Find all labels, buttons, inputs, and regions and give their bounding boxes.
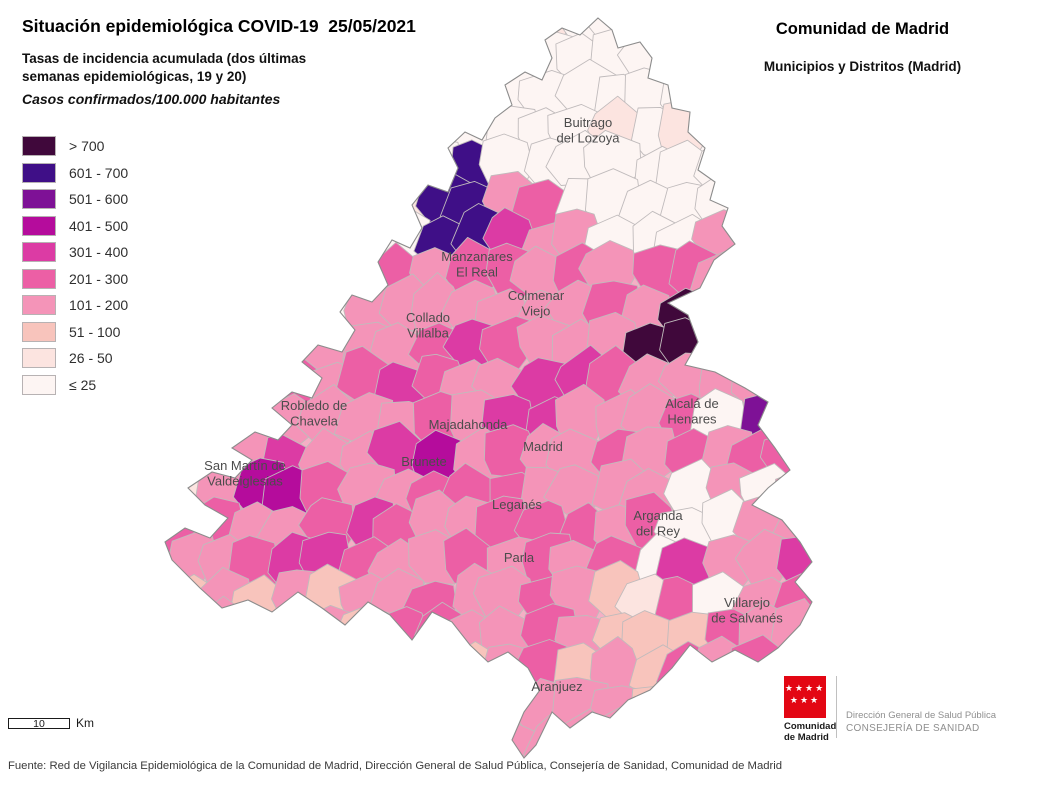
legend-label: 51 - 100 — [69, 323, 121, 340]
legend-label: 301 - 400 — [69, 244, 129, 260]
legend-item: 301 - 400 — [22, 242, 128, 262]
map-label: Madrid — [523, 439, 563, 454]
subtitle-line-1: Tasas de incidencia acumulada (dos últim… — [22, 51, 307, 66]
scale-bar-unit: Km — [76, 716, 94, 730]
legend-swatch — [22, 162, 56, 183]
scale-bar: 10 Km — [8, 716, 94, 730]
logo-department-line-1: Dirección General de Salud Pública — [846, 710, 996, 721]
flag-stars-row-1: ★★★★ — [784, 683, 826, 693]
legend-label: 201 - 300 — [69, 270, 129, 287]
map-label: Parla — [504, 550, 535, 565]
scale-bar-box: 10 — [8, 717, 70, 729]
logo-divider — [836, 676, 837, 738]
logo-org-name: Comunidad de Madrid — [784, 721, 837, 743]
map-label: Alcalá de Henares — [665, 396, 718, 427]
legend-item: 101 - 200 — [22, 295, 128, 315]
map-label: San Martín de Valdeiglesias — [204, 458, 286, 489]
legend: > 700 601 - 700 501 - 600 401 - 500 301 - 40… — [22, 136, 128, 401]
legend-swatch — [22, 321, 56, 342]
legend-label: 401 - 500 — [69, 217, 129, 234]
legend-item: 201 - 300 — [22, 268, 129, 289]
subtitle-line-2: semanas epidemiológicas, 19 y 20) — [22, 69, 247, 84]
map-label: Collado Villalba — [406, 310, 450, 341]
flag-stars-row-2: ★★★ — [789, 695, 821, 705]
region-subtitle: Municipios y Distritos (Madrid) — [763, 59, 962, 74]
municipality-cells — [165, 18, 812, 758]
map-label: Villarejo de Salvanés — [711, 595, 783, 626]
map-label: Aranjuez — [531, 679, 582, 694]
comunidad-de-madrid-logo: ★★★★ ★★★ Comunidad de Madrid Dirección G… — [784, 674, 1046, 742]
legend-item: 601 - 700 — [22, 162, 129, 183]
legend-item: 51 - 100 — [22, 321, 128, 342]
legend-swatch — [22, 348, 56, 368]
map-label: Majadahonda — [429, 417, 509, 432]
legend-swatch — [22, 374, 56, 395]
legend-label: 101 - 200 — [69, 297, 129, 313]
map-label: Manzanares El Real — [441, 249, 513, 280]
region-outline — [164, 17, 813, 759]
legend-swatch — [22, 215, 56, 236]
source-note: Fuente: Red de Vigilancia Epidemiológica… — [8, 760, 783, 772]
legend-swatch — [22, 295, 56, 315]
madrid-flag-icon: ★★★★ ★★★ — [784, 676, 826, 718]
map-label: Brunete — [401, 454, 447, 469]
legend-label: 501 - 600 — [69, 191, 129, 207]
logo-department-line-2: CONSEJERÍA DE SANIDAD — [846, 723, 980, 734]
map-label: Robledo de Chavela — [281, 398, 348, 429]
map-labels: Buitrago del Lozoya Manzanares El Real Colme… — [204, 115, 783, 694]
legend-item: 501 - 600 — [22, 189, 128, 209]
legend-item: > 700 — [22, 136, 128, 156]
logo-org-line-2: de Madrid — [784, 731, 829, 743]
legend-swatch — [22, 136, 56, 156]
map-label: Arganda del Rey — [633, 508, 683, 539]
legend-label: ≤ 25 — [69, 376, 97, 393]
page-subtitle: Tasas de incidencia acumulada (dos últim… — [22, 50, 306, 86]
legend-label: 26 - 50 — [69, 350, 113, 366]
legend-item: 401 - 500 — [22, 215, 129, 236]
region-header: Comunidad de Madrid Municipios y Distrit… — [690, 20, 1035, 74]
logo-org-line-1: Comunidad — [784, 721, 837, 732]
page-title: Situación epidemiológica COVID-19 25/05/… — [22, 16, 416, 36]
region-title: Comunidad de Madrid — [775, 20, 950, 38]
map-label: Colmenar Viejo — [508, 288, 565, 319]
map-label: Buitrago del Lozoya — [557, 115, 621, 146]
legend-swatch — [22, 242, 56, 262]
legend-item: 26 - 50 — [22, 348, 128, 368]
legend-swatch — [22, 268, 56, 289]
legend-swatch — [22, 189, 56, 209]
map-label: Leganés — [492, 497, 542, 512]
legend-label: 601 - 700 — [69, 164, 129, 181]
legend-item: ≤ 25 — [22, 374, 128, 395]
unit-note: Casos confirmados/100.000 habitantes — [22, 91, 281, 107]
legend-label: > 700 — [69, 138, 105, 154]
